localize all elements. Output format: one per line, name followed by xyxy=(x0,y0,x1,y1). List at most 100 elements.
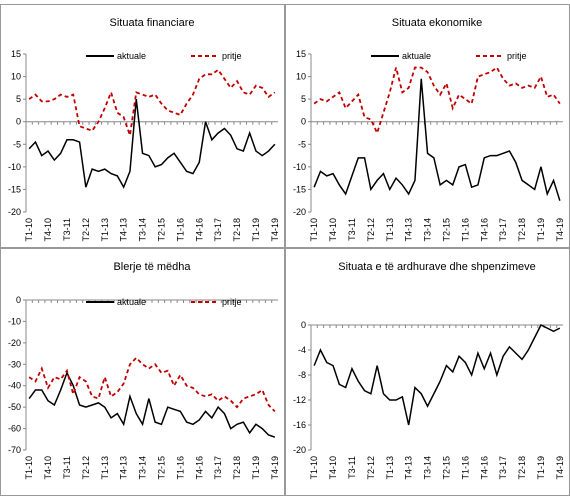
y-tick-label: -40 xyxy=(8,381,21,391)
x-tick-label: T1-10 xyxy=(309,218,319,242)
x-tick-label: T2-12 xyxy=(366,218,376,242)
x-tick-label: T4-19 xyxy=(555,218,565,242)
x-tick-label: T3-14 xyxy=(423,218,433,242)
x-tick-label: T2-15 xyxy=(156,218,166,242)
series-line xyxy=(313,78,561,201)
y-tick-label: -20 xyxy=(8,207,21,217)
x-tick-label: T4-13 xyxy=(119,456,129,480)
x-tick-label: T1-16 xyxy=(175,456,185,480)
x-tick-label: T4-16 xyxy=(194,218,204,242)
y-tick-label: -10 xyxy=(293,162,306,172)
y-tick-label: 5 xyxy=(16,94,21,104)
x-tick-label: T3-14 xyxy=(138,456,148,480)
x-tick-label: T1-16 xyxy=(460,456,470,480)
series-line xyxy=(313,66,561,136)
legend-label: aktuale xyxy=(117,297,146,307)
x-tick-label: T4-10 xyxy=(328,456,338,480)
y-tick-label: -60 xyxy=(8,424,21,434)
y-tick-label: -20 xyxy=(293,207,306,217)
x-tick-label: T3-11 xyxy=(62,456,72,479)
chart-title: Situata ekonomike xyxy=(392,17,483,29)
y-tick-label: -30 xyxy=(8,359,21,369)
y-tick-label: -50 xyxy=(8,402,21,412)
x-tick-label: T1-13 xyxy=(100,218,110,242)
series-line xyxy=(28,68,276,136)
x-tick-label: T3-17 xyxy=(213,456,223,480)
x-tick-label: T3-14 xyxy=(423,456,433,480)
x-tick-label: T1-10 xyxy=(24,456,34,480)
chart-title: Situata e të ardhurave dhe shpenzimeve xyxy=(338,261,536,273)
y-tick-label: -5 xyxy=(298,139,306,149)
x-tick-label: T1-16 xyxy=(460,218,470,242)
y-tick-label: -4 xyxy=(298,345,306,355)
y-tick-label: 0 xyxy=(16,117,21,127)
y-tick-label: -70 xyxy=(8,445,21,455)
y-tick-label: 0 xyxy=(301,320,306,330)
x-tick-label: T4-13 xyxy=(119,218,129,242)
y-tick-label: -10 xyxy=(8,316,21,326)
panel-border xyxy=(285,4,570,248)
y-tick-label: 0 xyxy=(301,117,306,127)
y-tick-label: -10 xyxy=(8,162,21,172)
y-tick-label: -20 xyxy=(293,445,306,455)
y-tick-label: -15 xyxy=(8,184,21,194)
x-tick-label: T3-11 xyxy=(347,456,357,479)
x-tick-label: T3-17 xyxy=(213,218,223,242)
y-tick-label: -16 xyxy=(293,420,306,430)
y-tick-label: 15 xyxy=(11,49,21,59)
x-tick-label: T1-13 xyxy=(100,456,110,480)
y-tick-label: -12 xyxy=(293,395,306,405)
x-tick-label: T2-12 xyxy=(366,456,376,480)
x-tick-label: T2-15 xyxy=(441,456,451,480)
y-tick-label: -5 xyxy=(13,139,21,149)
y-tick-label: -20 xyxy=(8,338,21,348)
x-tick-label: T2-18 xyxy=(232,456,242,480)
x-tick-label: T1-19 xyxy=(536,218,546,242)
x-tick-label: T4-19 xyxy=(555,456,565,480)
x-tick-label: T4-19 xyxy=(270,218,280,242)
y-tick-label: 15 xyxy=(296,49,306,59)
x-tick-label: T4-16 xyxy=(479,456,489,480)
x-tick-label: T1-19 xyxy=(251,218,261,242)
legend-label: aktuale xyxy=(402,51,431,61)
x-tick-label: T4-10 xyxy=(43,218,53,242)
series-line xyxy=(28,99,276,189)
x-tick-label: T2-18 xyxy=(517,456,527,480)
x-tick-label: T1-10 xyxy=(24,218,34,242)
legend-label: pritje xyxy=(507,51,527,61)
x-tick-label: T2-18 xyxy=(232,218,242,242)
x-tick-label: T1-19 xyxy=(251,456,261,480)
legend-label: pritje xyxy=(222,51,242,61)
y-tick-label: -15 xyxy=(293,184,306,194)
y-tick-label: 10 xyxy=(296,72,306,82)
y-tick-label: 0 xyxy=(16,295,21,305)
x-tick-label: T1-13 xyxy=(385,456,395,480)
series-line xyxy=(28,370,276,438)
panel-border xyxy=(0,4,285,248)
x-tick-label: T3-14 xyxy=(138,218,148,242)
legend-label: pritje xyxy=(222,297,242,307)
y-tick-label: 10 xyxy=(11,72,21,82)
y-tick-label: 5 xyxy=(301,94,306,104)
x-tick-label: T2-18 xyxy=(517,218,527,242)
x-tick-label: T1-13 xyxy=(385,218,395,242)
x-tick-label: T4-10 xyxy=(43,456,53,480)
x-tick-label: T1-16 xyxy=(175,218,185,242)
x-tick-label: T2-15 xyxy=(441,218,451,242)
x-tick-label: T2-12 xyxy=(81,456,91,480)
x-tick-label: T4-16 xyxy=(479,218,489,242)
x-tick-label: T2-12 xyxy=(81,218,91,242)
x-tick-label: T3-11 xyxy=(62,218,72,241)
series-line xyxy=(313,323,561,426)
x-tick-label: T1-19 xyxy=(536,456,546,480)
x-tick-label: T1-10 xyxy=(309,456,319,480)
x-tick-label: T3-11 xyxy=(347,218,357,241)
x-tick-label: T4-16 xyxy=(194,456,204,480)
x-tick-label: T3-17 xyxy=(498,456,508,480)
x-tick-label: T2-15 xyxy=(156,456,166,480)
x-tick-label: T4-19 xyxy=(270,456,280,480)
chart-title: Blerje të mëdha xyxy=(113,261,191,273)
chart-title: Situata financiare xyxy=(110,17,195,29)
x-tick-label: T4-13 xyxy=(404,218,414,242)
